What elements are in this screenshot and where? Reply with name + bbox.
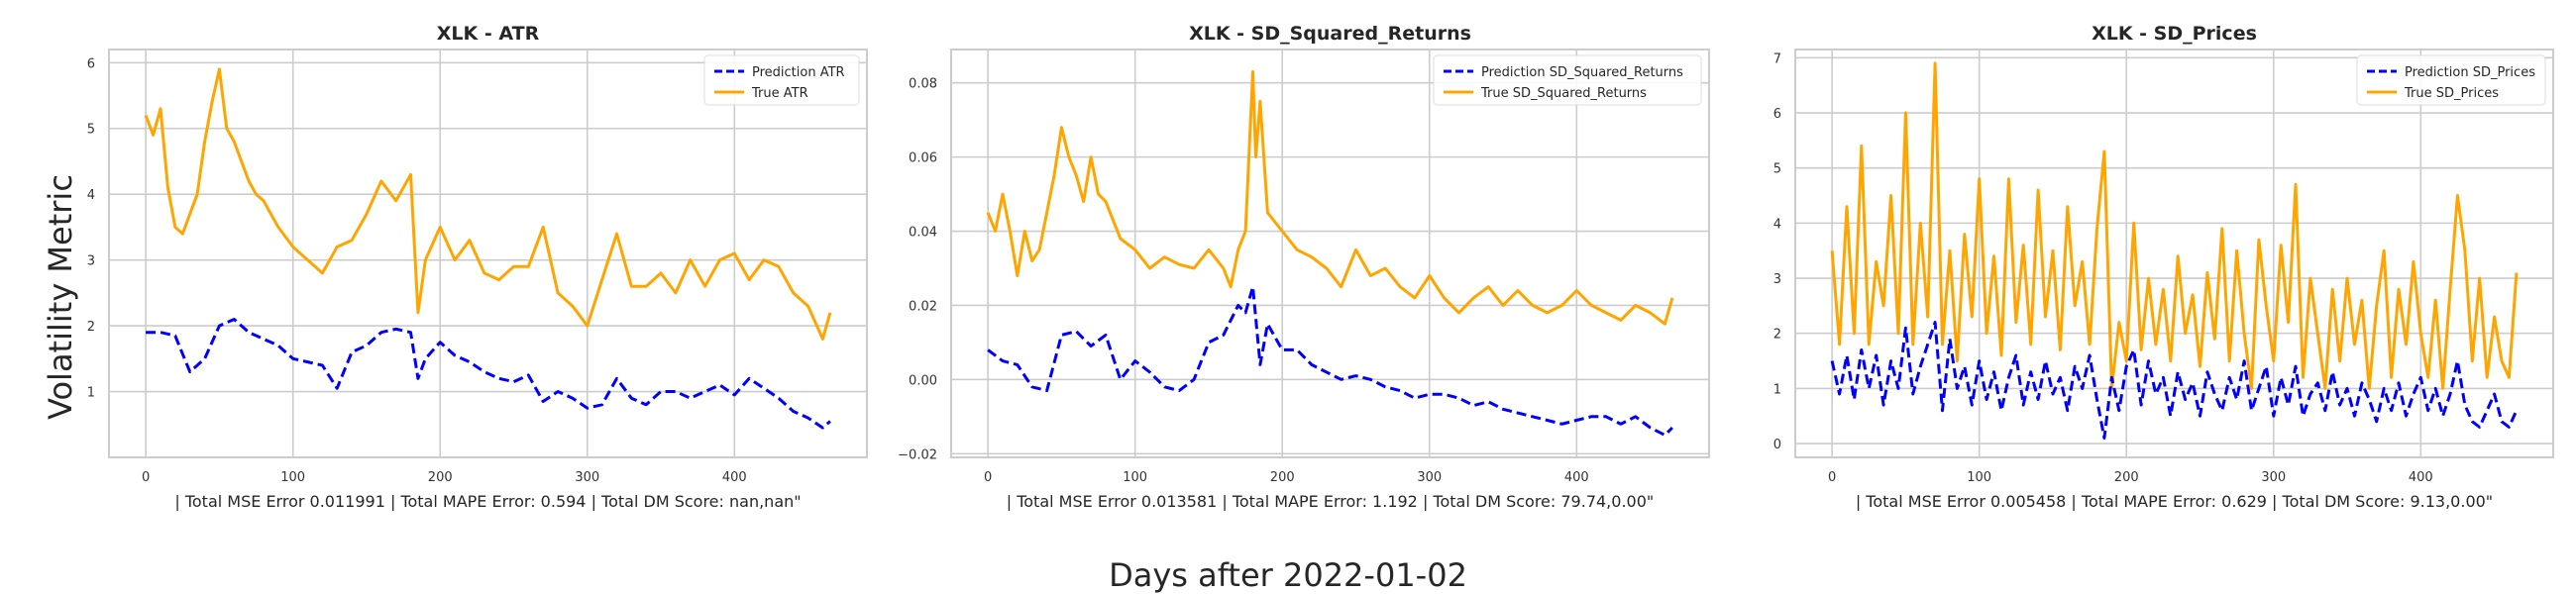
plot-frame (1794, 49, 2554, 458)
metrics-footer: | Total MSE Error 0.013581 | Total MAPE … (1007, 492, 1655, 511)
plot-frame (108, 49, 868, 458)
metrics-footer: | Total MSE Error 0.005458 | Total MAPE … (1856, 492, 2493, 511)
chart-panel-3: 0 100 200 300 400 0 1 2 3 4 5 6 7 XLK - SD_Prices | To… (1773, 23, 2554, 511)
true-series-line (986, 70, 1674, 326)
x-axis-label: Days after 2022-01-02 (1109, 556, 1467, 594)
chart-panel-1: 0 100 200 300 400 1 2 3 4 5 6 XLK - ATR | Total MSE … (87, 23, 868, 511)
prediction-series-line (987, 285, 1673, 437)
legend-box (1433, 54, 1702, 106)
y-tick-label: 0.02 (909, 299, 937, 314)
y-tick-label: 7 (1773, 51, 1781, 66)
y-tick-label: 2 (87, 320, 95, 335)
y-tick-label: 3 (87, 254, 95, 269)
x-tick-label: 400 (2409, 470, 2433, 485)
y-axis-label: Volatility Metric (42, 174, 79, 420)
y-tick-label: 0.08 (909, 77, 937, 92)
x-tick-label: 0 (142, 470, 150, 485)
chart-panel-2: 0 100 200 300 400 −0.02 0.00 0.02 0.04 0.06 0.08 XL… (898, 23, 1710, 511)
legend-entry-label: True SD_Squared_Returns (1480, 86, 1647, 101)
chart-title: XLK - SD_Squared_Returns (1189, 23, 1471, 45)
y-tick-label: 0.00 (909, 373, 937, 388)
x-tick-label: 400 (1564, 470, 1589, 485)
y-tick-label: 4 (1773, 217, 1781, 232)
chart-title: XLK - ATR (437, 23, 540, 45)
y-tick-label: 1 (87, 386, 95, 401)
x-tick-label: 200 (1270, 470, 1295, 485)
true-series-line (1830, 61, 2519, 390)
plot-area (951, 50, 1709, 457)
y-tick-label: 2 (1773, 328, 1781, 343)
x-tick-label: 300 (575, 470, 599, 485)
x-tick-label: 0 (1828, 470, 1836, 485)
x-tick-label: 100 (1123, 470, 1147, 485)
y-tick-label: 5 (87, 123, 95, 138)
y-tick-label: −0.02 (898, 447, 937, 462)
metrics-footer: | Total MSE Error 0.011991 | Total MAPE … (174, 492, 801, 511)
y-tick-label: 6 (87, 56, 95, 71)
x-tick-label: 300 (1417, 470, 1442, 485)
y-tick-label: 6 (1773, 107, 1781, 122)
y-tick-label: 0.04 (909, 226, 937, 241)
legend: Prediction ATR True ATR (703, 54, 860, 106)
y-tick-label: 3 (1773, 272, 1781, 287)
x-tick-label: 0 (984, 470, 992, 485)
chart-title: XLK - SD_Prices (2092, 23, 2257, 45)
x-tick-label: 200 (2114, 470, 2139, 485)
x-tick-label: 400 (722, 470, 747, 485)
legend-entry-label: True ATR (751, 86, 808, 101)
y-tick-label: 0 (1773, 438, 1781, 452)
legend-box (2356, 54, 2546, 106)
y-tick-label: 1 (1773, 382, 1781, 397)
y-tick-label: 5 (1773, 162, 1781, 177)
prediction-series-line (1830, 321, 2519, 440)
x-tick-label: 100 (280, 470, 305, 485)
legend-entry-label: Prediction SD_Prices (2405, 65, 2535, 80)
plot-frame (950, 49, 1710, 458)
y-tick-label: 4 (87, 188, 95, 203)
legend: Prediction SD_Prices True SD_Prices (2356, 54, 2546, 106)
legend-entry-label: True SD_Prices (2404, 86, 2499, 101)
plot-area (109, 50, 867, 457)
legend: Prediction SD_Squared_Returns True SD_Squ… (1433, 54, 1702, 106)
true-series-line (144, 67, 832, 341)
x-tick-label: 200 (428, 470, 453, 485)
y-tick-label: 0.06 (909, 151, 937, 166)
x-tick-label: 300 (2261, 470, 2286, 485)
legend-entry-label: Prediction ATR (752, 65, 845, 80)
x-tick-label: 100 (1967, 470, 1991, 485)
legend-entry-label: Prediction SD_Squared_Returns (1481, 65, 1683, 80)
